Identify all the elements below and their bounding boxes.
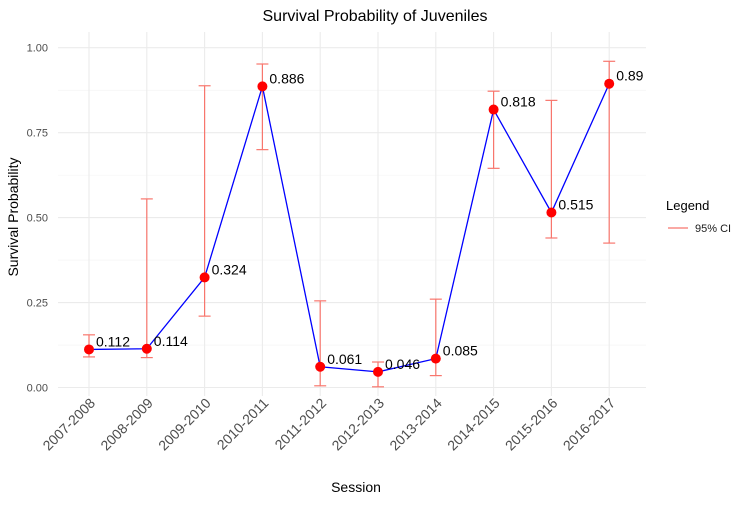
- legend: Legend 95% CI: [666, 198, 731, 235]
- data-label: 0.886: [269, 70, 304, 86]
- y-axis-title: Survival Probability: [5, 157, 21, 276]
- data-point: [141, 343, 152, 354]
- x-axis-title: Session: [331, 479, 381, 495]
- legend-entry-ci: 95% CI: [695, 223, 731, 235]
- ci-errorbar: [603, 60, 616, 244]
- y-tick-label: 1.00: [27, 43, 48, 55]
- series-line-group: [88, 83, 610, 373]
- data-point: [257, 81, 268, 92]
- x-tick-label: 2009-2010: [155, 395, 214, 454]
- x-tick-label: 2010-2011: [214, 395, 272, 453]
- x-tick-label: 2013-2014: [386, 395, 445, 454]
- data-point: [199, 272, 210, 283]
- x-tick-label: 2014-2015: [444, 395, 503, 454]
- y-tick-label: 0.50: [27, 213, 48, 225]
- data-point: [546, 207, 557, 218]
- x-tick-label: 2008-2009: [97, 395, 156, 454]
- data-point: [84, 344, 94, 355]
- data-point: [315, 361, 326, 372]
- y-tick-label: 0.00: [27, 383, 48, 395]
- data-label: 0.112: [96, 333, 130, 349]
- data-point: [430, 353, 441, 364]
- data-point: [488, 104, 499, 115]
- data-label: 0.061: [327, 351, 362, 367]
- data-point: [373, 366, 383, 377]
- data-label: 0.324: [212, 261, 247, 277]
- data-label: 0.085: [443, 343, 478, 359]
- series-line: [88, 83, 610, 373]
- data-labels: 0.112 0.114 0.324 0.886 0.061 0.046 0.085 0.818…: [96, 68, 644, 372]
- ci-errorbar: [487, 90, 500, 169]
- data-label: 0.046: [385, 356, 420, 372]
- x-tick-label: 2016-2017: [560, 395, 619, 454]
- ci-errorbar: [256, 63, 269, 151]
- legend-title: Legend: [666, 198, 709, 213]
- x-tick-label: 2011-2012: [271, 395, 329, 453]
- data-label: 0.89: [616, 68, 643, 84]
- data-label: 0.818: [501, 94, 536, 110]
- chart-title: Survival Probability of Juveniles: [263, 8, 488, 25]
- y-tick-label: 0.75: [27, 128, 48, 140]
- data-label: 0.515: [558, 197, 593, 213]
- data-point: [604, 78, 615, 89]
- data-points: [84, 78, 615, 377]
- data-label: 0.114: [154, 333, 188, 349]
- x-tick-label: 2015-2016: [502, 395, 561, 454]
- x-tick-label: 2007-2008: [39, 395, 98, 454]
- y-tick-label: 0.25: [27, 298, 48, 310]
- x-tick-label: 2012-2013: [328, 395, 387, 454]
- ci-errorbar: [140, 198, 153, 359]
- ci-errorbar: [429, 298, 442, 377]
